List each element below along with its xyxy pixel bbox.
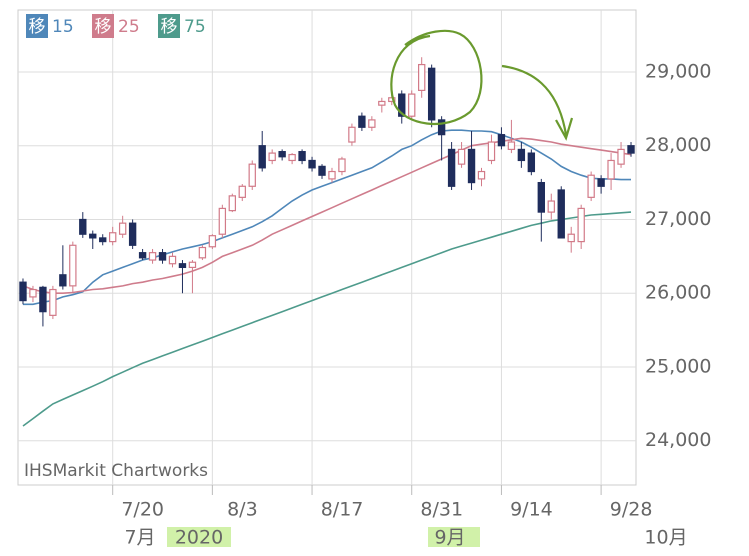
candle-body <box>517 148 526 162</box>
candle-body <box>587 174 595 198</box>
candle-body <box>49 288 57 316</box>
candle-body <box>69 244 77 287</box>
y-tick-label: 25,000 <box>645 355 711 377</box>
candle-body <box>158 252 167 261</box>
candle-body <box>128 222 137 246</box>
candle-body <box>527 152 536 173</box>
candle-body <box>308 159 316 169</box>
candle-body <box>148 252 157 261</box>
candle-body <box>29 288 37 298</box>
candle-body <box>19 281 27 302</box>
candle-body <box>338 158 346 173</box>
legend-badge-text: 移 <box>95 17 112 37</box>
legend-badge <box>92 14 114 38</box>
candle-body <box>467 148 476 184</box>
x-tick-label: 8/31 <box>420 499 463 521</box>
candle-body <box>348 126 356 143</box>
candle-body <box>298 151 306 162</box>
x-tick-label: 9/28 <box>610 499 653 521</box>
legend-badge <box>158 14 180 38</box>
legend-label: 25 <box>118 17 140 37</box>
candle-body <box>408 93 416 117</box>
candle-body <box>138 252 147 259</box>
y-tick-label: 28,000 <box>645 134 711 156</box>
moving-average-line <box>22 137 632 294</box>
y-tick-label: 24,000 <box>645 429 711 451</box>
candle-body <box>109 232 117 243</box>
annotation-arrow <box>501 64 574 141</box>
candle-body <box>447 148 456 187</box>
candle-body <box>248 163 256 187</box>
x-tick-label: 7/20 <box>121 499 164 521</box>
month-label: 9月 <box>434 527 465 549</box>
month-label: 2020 <box>175 527 223 549</box>
candle-body <box>497 134 506 147</box>
candle-body <box>39 286 47 313</box>
y-tick-label: 26,000 <box>645 282 711 304</box>
candle-body <box>437 119 446 136</box>
candle-body <box>358 115 366 128</box>
candle-body <box>547 200 555 213</box>
candle-body <box>99 237 107 243</box>
x-tick-label: 9/14 <box>510 499 553 521</box>
candle-body <box>208 235 217 248</box>
candle-body <box>368 119 376 128</box>
candle-body <box>378 100 386 106</box>
legend-badge <box>26 14 48 38</box>
highlight <box>428 527 480 547</box>
y-tick-label: 27,000 <box>645 208 711 230</box>
legend-badge-text: 移 <box>161 17 178 37</box>
candle-body <box>168 255 177 265</box>
candle-body <box>288 153 296 162</box>
candle-body <box>79 218 87 235</box>
candle-body <box>89 233 97 239</box>
candle-body <box>627 145 635 154</box>
source-label: IHSMarkit Chartworks <box>24 461 208 481</box>
candle-body <box>118 222 127 235</box>
candle-body <box>398 93 406 117</box>
candle-body <box>477 170 486 180</box>
highlight <box>167 527 231 547</box>
candle-body <box>617 148 625 165</box>
candle-body <box>59 274 67 287</box>
candle-body <box>318 165 326 176</box>
candle-body <box>537 181 545 213</box>
candle-body <box>198 246 207 259</box>
candle-body <box>607 159 615 180</box>
month-label: 7月 <box>124 527 155 549</box>
legend-badge-text: 移 <box>29 17 46 37</box>
candle-body <box>328 170 336 180</box>
candle-body <box>507 141 516 151</box>
annotation-circle <box>390 29 483 126</box>
legend-label: 15 <box>52 17 74 37</box>
candle-body <box>487 141 496 162</box>
candle-body <box>188 261 197 269</box>
moving-average-line <box>23 129 631 306</box>
candle-body <box>577 207 585 243</box>
candle-body <box>238 185 246 198</box>
y-tick-label: 29,000 <box>645 60 711 82</box>
candle-body <box>258 145 266 169</box>
legend-label: 75 <box>184 17 206 37</box>
candle-body <box>457 148 466 165</box>
month-label: 10月 <box>644 527 687 549</box>
candle-body <box>597 178 605 187</box>
candle-body <box>557 189 565 239</box>
candle-body <box>228 195 236 212</box>
x-tick-label: 8/3 <box>227 499 258 521</box>
candle-body <box>218 207 227 235</box>
plot-frame <box>17 9 637 486</box>
candle-body <box>268 152 276 162</box>
x-tick-label: 8/17 <box>321 499 364 521</box>
moving-average-line <box>22 211 632 427</box>
candle-body <box>567 233 575 243</box>
candle-body <box>278 151 286 158</box>
candle-body <box>427 67 436 121</box>
candle-body <box>418 63 426 91</box>
candle-body <box>178 263 187 269</box>
